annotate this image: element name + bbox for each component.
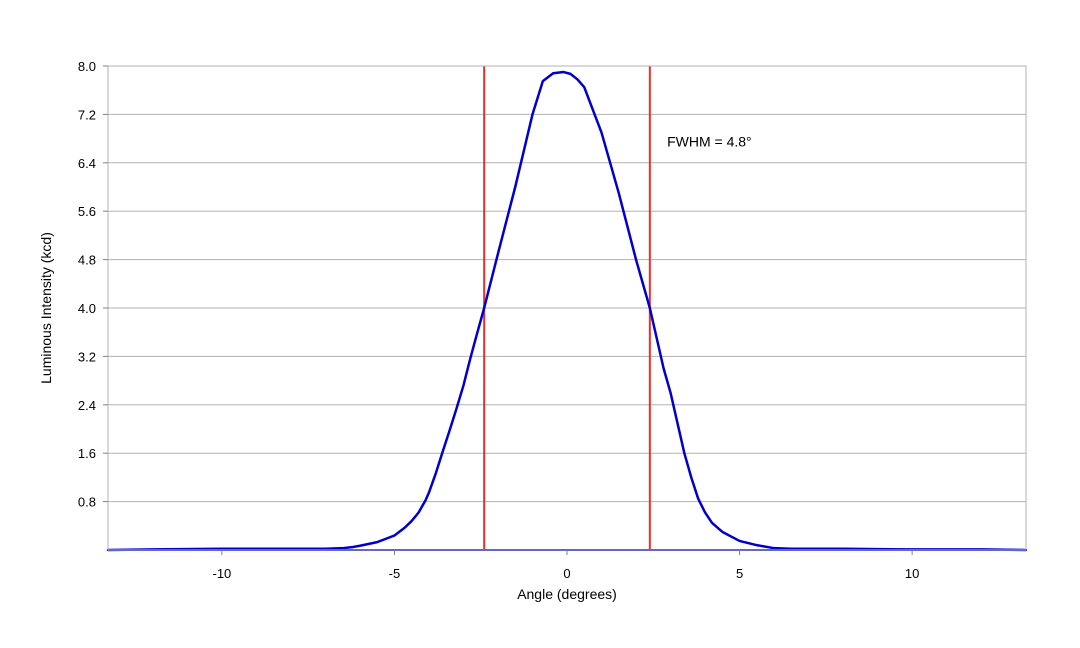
y-tick-label-2: 2.4 [78,398,96,413]
x-tick-label-0: -10 [212,566,231,581]
y-tick-label-9: 8.0 [78,59,96,74]
y-tick-label-4: 4.0 [78,301,96,316]
x-axis-ticks: -10 -5 0 5 10 [212,550,919,581]
y-tick-label-7: 6.4 [78,156,96,171]
annotations: FWHM = 4.8° [667,134,752,150]
x-tick-label-4: 10 [905,566,919,581]
x-tick-label-3: 5 [736,566,743,581]
y-axis-ticks: 0.8 1.6 2.4 3.2 4.0 4.8 5.6 6.4 7.2 8.0 [78,59,108,510]
x-tick-label-2: 0 [563,566,570,581]
annotation-0: FWHM = 4.8° [667,134,752,150]
x-tick-label-1: -5 [389,566,401,581]
series-line-0 [106,70,1028,552]
y-tick-label-0: 0.8 [78,495,96,510]
x-axis-title: Angle (degrees) [517,586,617,602]
y-tick-label-6: 5.6 [78,204,96,219]
y-axis-title: Luminous Intensity (kcd) [38,232,54,384]
y-tick-label-5: 4.8 [78,253,96,268]
y-tick-label-1: 1.6 [78,446,96,461]
y-tick-label-3: 3.2 [78,349,96,364]
y-tick-label-8: 7.2 [78,107,96,122]
